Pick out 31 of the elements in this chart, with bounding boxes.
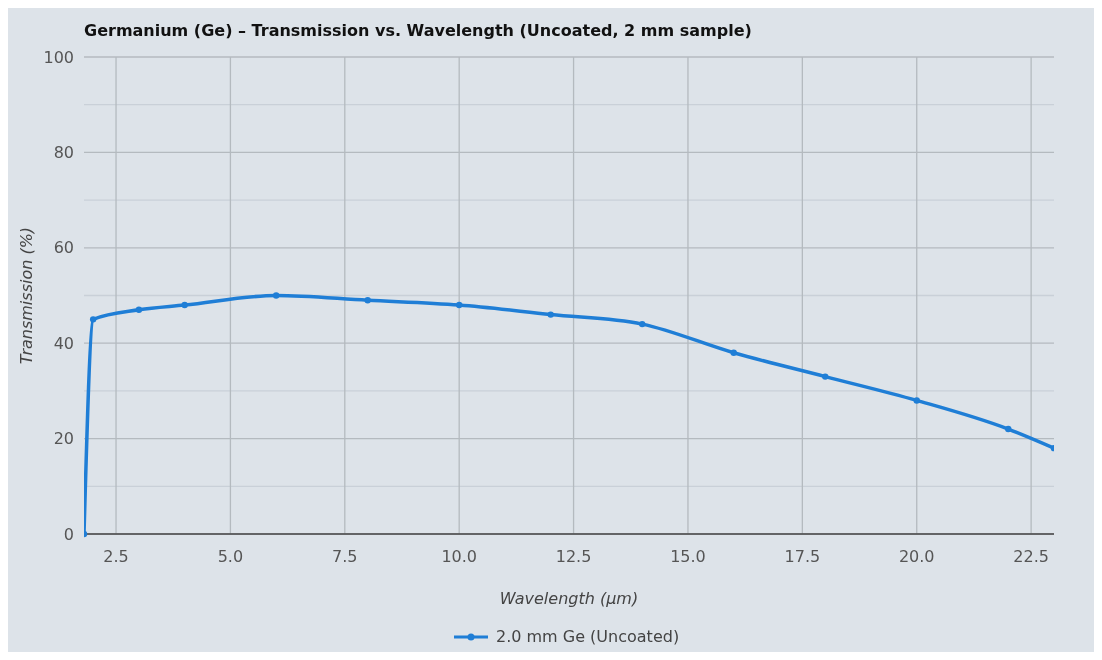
x-tick-label: 12.5 [555, 547, 592, 566]
chart-title: Germanium (Ge) – Transmission vs. Wavelength (Uncoated, 2 mm sample) [84, 21, 752, 40]
x-tick-label: 7.5 [332, 547, 358, 566]
y-tick-label: 60 [53, 238, 74, 258]
legend-label: 2.0 mm Ge (Uncoated) [496, 627, 680, 646]
point [181, 301, 188, 309]
point [730, 349, 737, 356]
y-tick-label: 0 [63, 524, 74, 544]
x-tick-label: 10.0 [441, 547, 477, 566]
x-axis-title: Wavelength (µm) [499, 589, 639, 608]
point [89, 316, 97, 323]
point [547, 311, 554, 318]
x-tick-label: 22.5 [1013, 547, 1049, 566]
x-tick-label: 2.5 [103, 547, 129, 566]
y-tick-label: 100 [43, 47, 74, 67]
x-tick-label: 15.0 [670, 547, 706, 566]
x-tick-label: 17.5 [784, 547, 821, 566]
point [135, 306, 143, 314]
point [272, 292, 280, 299]
point [455, 301, 463, 309]
point [913, 397, 920, 404]
y-tick-label: 40 [53, 333, 74, 353]
y-tick-label: 20 [53, 429, 74, 449]
point [1005, 425, 1012, 433]
point [639, 320, 646, 328]
x-tick-label: 20.0 [898, 547, 935, 566]
point [822, 373, 829, 380]
x-tick-label: 5.0 [217, 547, 244, 566]
y-tick-label: 80 [53, 143, 74, 162]
y-axis-title: Transmission (%) [17, 226, 36, 365]
point [364, 297, 371, 304]
